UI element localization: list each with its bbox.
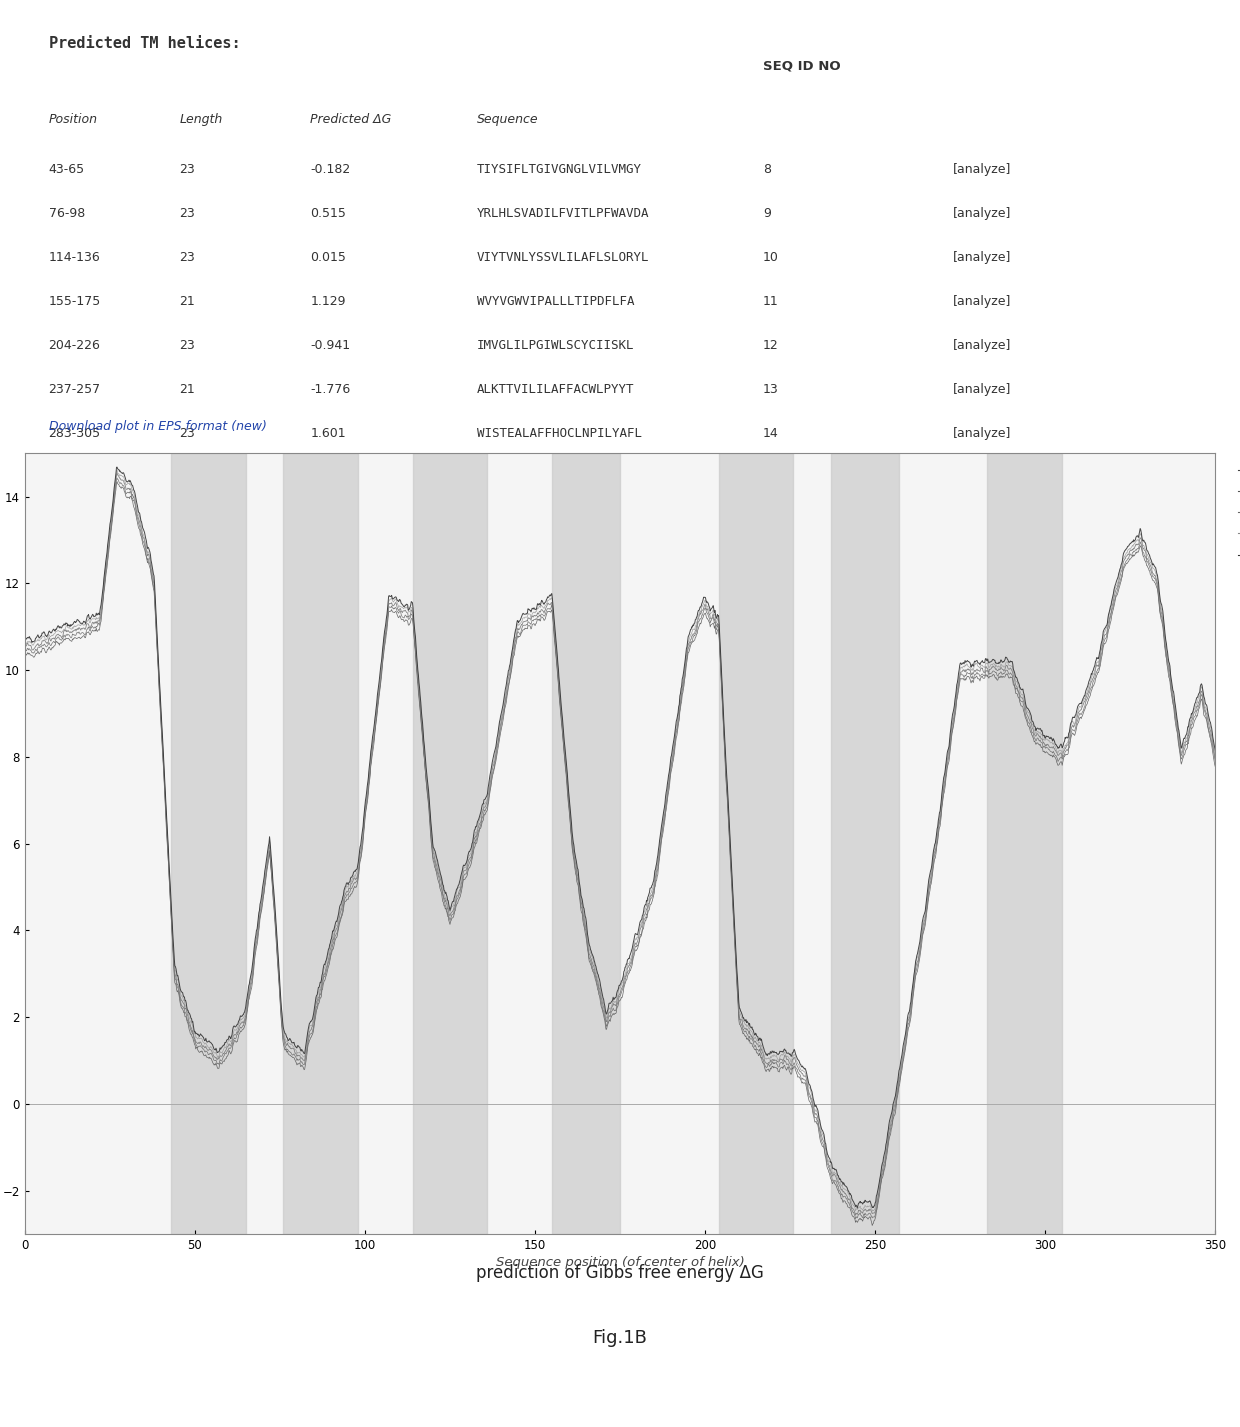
Text: 8: 8 [763,163,771,176]
Text: 12: 12 [763,340,779,352]
Text: 0.515: 0.515 [310,207,346,220]
Text: -1.776: -1.776 [310,384,351,397]
Text: 155-175: 155-175 [48,295,100,308]
Text: [analyze]: [analyze] [954,163,1012,176]
Text: 1.129: 1.129 [310,295,346,308]
Text: 23: 23 [180,340,196,352]
Bar [413,454,487,1234]
Text: IMVGLILPGIWLSCYCIISKL: IMVGLILPGIWLSCYCIISKL [477,340,635,352]
Text: Predicted ΔG: Predicted ΔG [310,113,392,126]
Text: 13: 13 [763,384,779,397]
Text: 21: 21 [180,384,196,397]
Text: [analyze]: [analyze] [954,384,1012,397]
X-axis label: Sequence position (of center of helix): Sequence position (of center of helix) [496,1256,744,1269]
Text: YRLHLSVADILFVITLPFWAVDA: YRLHLSVADILFVITLPFWAVDA [477,207,650,220]
Text: WISTEALAFFHOCLNPILYAFL: WISTEALAFFHOCLNPILYAFL [477,428,642,441]
Text: [analyze]: [analyze] [954,340,1012,352]
Text: 9: 9 [763,207,771,220]
Text: 43-65: 43-65 [48,163,84,176]
Bar [719,454,794,1234]
Bar [552,454,620,1234]
Text: 21: 21 [180,295,196,308]
Text: ALKTTVILILAFFACWLPYYT: ALKTTVILILAFFACWLPYYT [477,384,635,397]
Text: [analyze]: [analyze] [954,251,1012,264]
Bar [171,454,246,1234]
Text: 76-98: 76-98 [48,207,84,220]
Text: TIYSIFLTGIVGNGLVILVMGY: TIYSIFLTGIVGNGLVILVMGY [477,163,642,176]
Text: 10: 10 [763,251,779,264]
Text: VIYTVNLYSSVLILAFLSLORYL: VIYTVNLYSSVLILAFLSLORYL [477,251,650,264]
Text: prediction of Gibbs free energy ΔG: prediction of Gibbs free energy ΔG [476,1264,764,1281]
Text: 23: 23 [180,428,196,441]
Text: Position: Position [48,113,98,126]
Text: Sequence: Sequence [477,113,538,126]
Text: 23: 23 [180,251,196,264]
Text: SEQ ID NO: SEQ ID NO [763,60,841,73]
Text: 114-136: 114-136 [48,251,100,264]
Text: 283-305: 283-305 [48,428,100,441]
Text: Predicted TM helices:: Predicted TM helices: [48,36,241,51]
Legend: L=19, L=20, L=21, L=22, L=23: L=19, L=20, L=21, L=22, L=23 [1233,459,1240,567]
Text: Fig.1B: Fig.1B [593,1330,647,1347]
Text: 237-257: 237-257 [48,384,100,397]
Text: 0.015: 0.015 [310,251,346,264]
Text: 14: 14 [763,428,779,441]
Text: Download plot in EPS format (new): Download plot in EPS format (new) [48,421,267,434]
Text: WVYVGWVIPALLLTIPDFLFA: WVYVGWVIPALLLTIPDFLFA [477,295,635,308]
Text: 1.601: 1.601 [310,428,346,441]
Text: 23: 23 [180,207,196,220]
Text: [analyze]: [analyze] [954,428,1012,441]
Text: 11: 11 [763,295,779,308]
Text: [analyze]: [analyze] [954,295,1012,308]
Bar [987,454,1063,1234]
Text: [analyze]: [analyze] [954,207,1012,220]
Text: 204-226: 204-226 [48,340,100,352]
Text: Length: Length [180,113,223,126]
Text: -0.182: -0.182 [310,163,351,176]
Bar [831,454,899,1234]
Text: -0.941: -0.941 [310,340,351,352]
Bar [283,454,358,1234]
Text: 23: 23 [180,163,196,176]
